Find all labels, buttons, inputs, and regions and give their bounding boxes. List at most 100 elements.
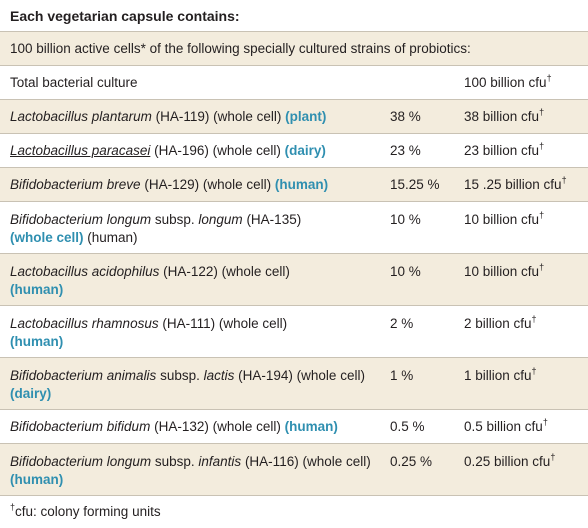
strain-name: Bifidobacterium breve — [10, 177, 141, 192]
strain-code: (HA-132) (whole cell) — [154, 419, 281, 434]
strain-amount: 38 billion cfu — [464, 109, 540, 124]
strain-percent: 10 % — [390, 264, 421, 279]
strain-code: (HA-194) (whole cell) — [238, 368, 365, 383]
strain-name: Bifidobacterium animalis — [10, 368, 157, 383]
strain-name: Bifidobacterium bifidum — [10, 419, 151, 434]
strain-cell: Bifidobacterium longum subsp. longum (HA… — [0, 202, 380, 253]
strain-source: (dairy) — [284, 143, 326, 158]
strain-amount: 0.5 billion cfu — [464, 419, 543, 434]
dagger-mark: † — [550, 452, 556, 462]
strain-cell: Bifidobacterium bifidum (HA-132) (whole … — [0, 410, 380, 443]
dagger-mark: † — [542, 417, 548, 427]
dagger-mark: † — [539, 141, 545, 151]
strain-source: (human) — [274, 177, 329, 192]
total-dagger: † — [546, 73, 552, 83]
strain-name: Lactobacillus acidophilus — [10, 264, 160, 279]
strain-code: (HA-122) (whole cell) — [163, 264, 290, 279]
amount-cell: 10 billion cfu† — [454, 202, 588, 253]
strain-source: (human) — [10, 334, 64, 349]
table-row: Lactobacillus paracasei (HA-196) (whole … — [0, 134, 588, 168]
strain-source: (human) — [10, 282, 64, 297]
strain-species: longum — [198, 212, 243, 227]
table-heading: Each vegetarian capsule contains: — [0, 0, 588, 32]
strain-subsp: subsp. — [154, 212, 195, 227]
strain-source: (whole cell) — [10, 230, 84, 245]
amount-cell: 23 billion cfu† — [454, 134, 588, 167]
strain-source: (plant) — [285, 109, 327, 124]
strain-cell: Lactobacillus rhamnosus (HA-111) (whole … — [0, 306, 380, 357]
footnote-dagger: † — [10, 502, 16, 512]
strain-name: Lactobacillus paracasei — [10, 143, 151, 158]
strain-amount: 10 billion cfu — [464, 212, 540, 227]
strain-code: (HA-111) (whole cell) — [162, 316, 288, 331]
dagger-mark: † — [531, 366, 537, 376]
strain-cell: Bifidobacterium animalis subsp. lactis (… — [0, 358, 380, 409]
strain-source: (dairy) — [10, 386, 52, 401]
strain-species: lactis — [203, 368, 235, 383]
strain-code: (HA-135) — [246, 212, 302, 227]
dagger-mark: † — [539, 210, 545, 220]
strain-percent: 15.25 % — [390, 177, 440, 192]
strain-cell: Lactobacillus plantarum (HA-119) (whole … — [0, 100, 380, 133]
amount-cell: 2 billion cfu† — [454, 306, 588, 357]
total-amount: 100 billion cfu — [464, 75, 547, 90]
strain-cell: Lactobacillus acidophilus (HA-122) (whol… — [0, 254, 380, 305]
table-row: Lactobacillus plantarum (HA-119) (whole … — [0, 100, 588, 134]
table-row: Bifidobacterium animalis subsp. lactis (… — [0, 358, 588, 410]
dagger-mark: † — [539, 107, 545, 117]
strain-code: (HA-119) (whole cell) — [155, 109, 282, 124]
strain-name: Lactobacillus plantarum — [10, 109, 152, 124]
table-row: Lactobacillus rhamnosus (HA-111) (whole … — [0, 306, 588, 358]
strain-cell: Lactobacillus paracasei (HA-196) (whole … — [0, 134, 380, 167]
total-row: Total bacterial culture 100 billion cfu† — [0, 66, 588, 100]
table-row: Lactobacillus acidophilus (HA-122) (whol… — [0, 254, 588, 306]
strain-code: (HA-196) (whole cell) — [154, 143, 281, 158]
strain-amount: 10 billion cfu — [464, 264, 540, 279]
strain-percent: 2 % — [390, 316, 414, 331]
footnote-text: cfu: colony forming units — [15, 504, 161, 519]
strain-percent: 38 % — [390, 109, 421, 124]
strain-amount: 23 billion cfu — [464, 143, 540, 158]
table-row: Bifidobacterium breve (HA-129) (whole ce… — [0, 168, 588, 202]
table-row: Bifidobacterium longum subsp. infantis (… — [0, 444, 588, 496]
dagger-mark: † — [539, 262, 545, 272]
amount-cell: 0.25 billion cfu† — [454, 444, 588, 495]
strain-percent: 0.25 % — [390, 454, 433, 469]
strain-cell: Bifidobacterium longum subsp. infantis (… — [0, 444, 380, 495]
footnote: †cfu: colony forming units — [0, 496, 588, 528]
strain-percent: 0.5 % — [390, 419, 425, 434]
strain-name: Bifidobacterium longum — [10, 454, 152, 469]
strain-code: (HA-129) (whole cell) — [144, 177, 272, 192]
total-amount-cell: 100 billion cfu† — [454, 66, 588, 99]
amount-cell: 10 billion cfu† — [454, 254, 588, 305]
strain-code: (HA-116) (whole cell) — [244, 454, 371, 469]
strain-name: Lactobacillus rhamnosus — [10, 316, 159, 331]
strain-cell: Bifidobacterium breve (HA-129) (whole ce… — [0, 168, 380, 201]
strain-amount: 0.25 billion cfu — [464, 454, 551, 469]
table-row: Bifidobacterium bifidum (HA-132) (whole … — [0, 410, 588, 444]
total-label: Total bacterial culture — [10, 75, 138, 90]
total-percent — [380, 66, 454, 99]
strain-origin: (human) — [87, 230, 138, 245]
strain-subsp: subsp. — [160, 368, 200, 383]
strain-amount: 15 .25 billion cfu — [464, 177, 562, 192]
strain-source: (human) — [10, 472, 64, 487]
dagger-mark: † — [531, 314, 537, 324]
amount-cell: 38 billion cfu† — [454, 100, 588, 133]
amount-cell: 15 .25 billion cfu† — [454, 168, 588, 201]
intro-line: 100 billion active cells* of the followi… — [0, 32, 588, 66]
strain-percent: 1 % — [390, 368, 414, 383]
table-row: Bifidobacterium longum subsp. longum (HA… — [0, 202, 588, 254]
amount-cell: 0.5 billion cfu† — [454, 410, 588, 443]
dagger-mark: † — [561, 175, 567, 185]
strain-source: (human) — [284, 419, 338, 434]
strain-amount: 2 billion cfu — [464, 316, 532, 331]
strain-species: infantis — [198, 454, 242, 469]
amount-cell: 1 billion cfu† — [454, 358, 588, 409]
strain-percent: 23 % — [390, 143, 421, 158]
strain-percent: 10 % — [390, 212, 421, 227]
strain-name: Bifidobacterium longum — [10, 212, 152, 227]
strain-subsp: subsp. — [154, 454, 195, 469]
strain-amount: 1 billion cfu — [464, 368, 532, 383]
